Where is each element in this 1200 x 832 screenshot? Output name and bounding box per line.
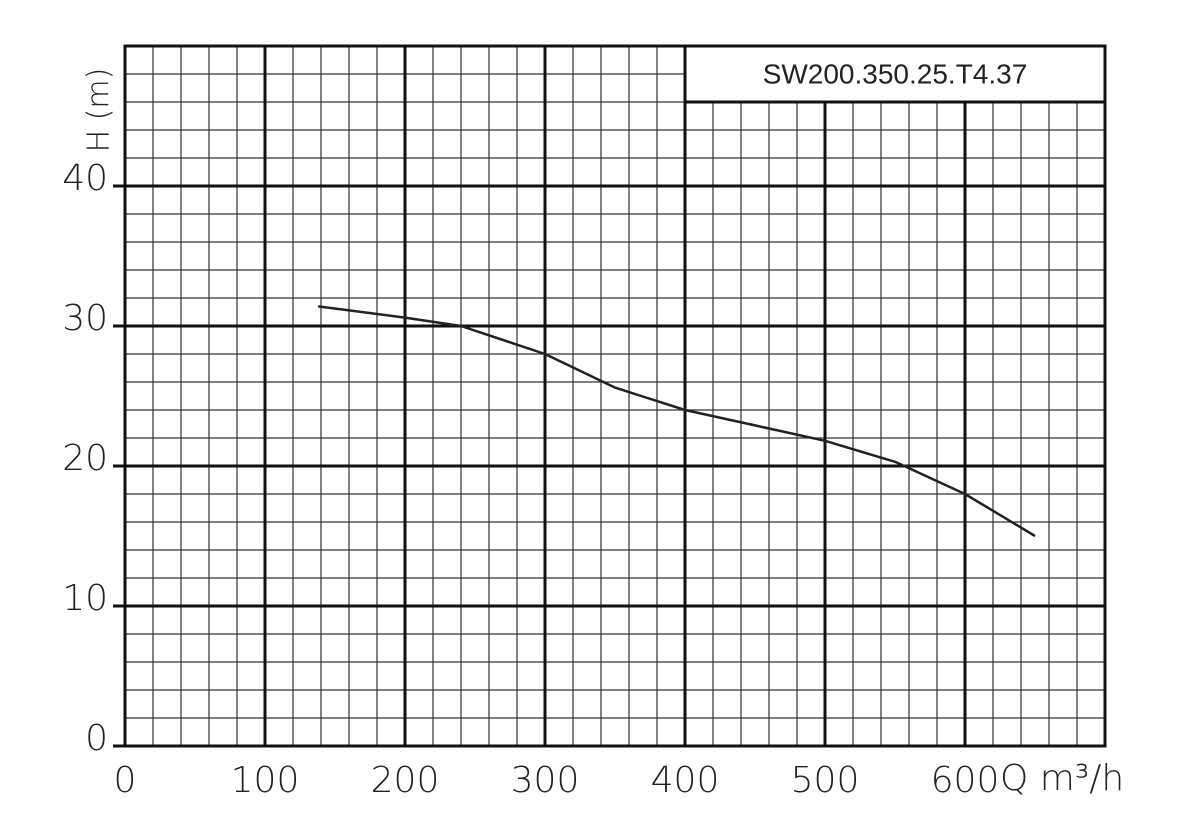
y-tick-label: 20	[62, 438, 108, 479]
y-tick-label: 0	[85, 718, 108, 759]
x-tick-label: 300	[511, 760, 580, 801]
x-tick-label: 600	[931, 760, 1000, 801]
x-tick-label: 200	[371, 760, 440, 801]
plot-frame	[123, 44, 1107, 748]
curve	[318, 305, 1036, 538]
y-tick-label: 10	[62, 578, 108, 619]
x-tick-label: 100	[231, 760, 300, 801]
legend-text: SW200.350.25.T4.37	[763, 58, 1028, 89]
legend-box	[683, 44, 1107, 104]
y-tick-label: 30	[62, 298, 108, 339]
y-tick-label: 40	[62, 158, 108, 199]
y-axis-label: H (m)	[82, 68, 117, 153]
x-tick-label: 400	[651, 760, 720, 801]
x-tick-label: 0	[114, 760, 137, 801]
x-tick-label: 500	[791, 760, 860, 801]
x-axis-label: Q m³/h	[1000, 758, 1124, 799]
